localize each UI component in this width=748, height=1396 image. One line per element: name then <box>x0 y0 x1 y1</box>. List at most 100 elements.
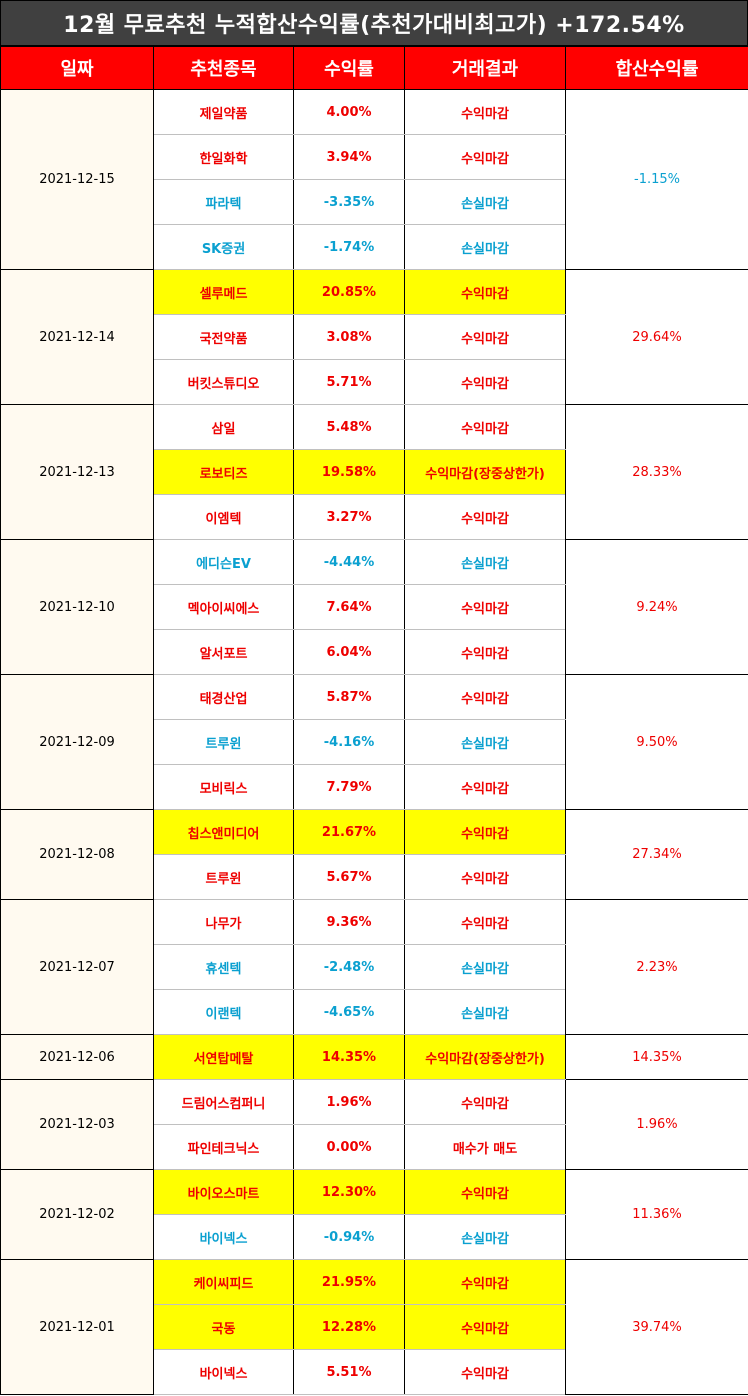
table-row: 로보티즈 19.58% 수익마감(장중상한가) <box>1 449 748 495</box>
result-cell: 손실마감 <box>404 539 566 585</box>
stock-cell: 칩스앤미디어 <box>153 809 294 855</box>
stock-cell: 로보티즈 <box>153 449 294 495</box>
return-cell: 5.71% <box>293 359 405 405</box>
result-cell: 수익마감 <box>404 854 566 900</box>
return-cell: 5.48% <box>293 404 405 450</box>
table-row: 파인테크닉스 0.00% 매수가 매도 <box>1 1124 748 1170</box>
result-cell: 수익마감 <box>404 1259 566 1305</box>
total-return-cell: 9.50% <box>565 674 748 810</box>
result-cell: 수익마감 <box>404 899 566 945</box>
stock-cell: 서연탑메탈 <box>153 1034 294 1080</box>
results-table: 일짜 추천종목 수익률 거래결과 합산수익률 2021-12-15 제일약품 4.0… <box>0 46 748 1395</box>
table-row: 2021-12-10 에디슨EV -4.44% 손실마감 9.24% <box>0 539 748 675</box>
result-cell: 손실마감 <box>404 1214 566 1260</box>
result-cell: 수익마감 <box>404 359 566 405</box>
return-cell: 5.87% <box>293 674 405 720</box>
return-cell: 20.85% <box>293 269 405 315</box>
return-cell: 9.36% <box>293 899 405 945</box>
results-body: 2021-12-15 제일약품 4.00% 수익마감 -1.15% 한일화학 3.94% 수익… <box>0 89 748 1395</box>
table-row: 이엠텍 3.27% 수익마감 <box>1 494 748 540</box>
result-cell: 매수가 매도 <box>404 1124 566 1170</box>
stock-cell: 모비릭스 <box>153 764 294 810</box>
stock-cell: 멕아이씨에스 <box>153 584 294 630</box>
table-row: 바이넥스 5.51% 수익마감 <box>1 1349 748 1395</box>
stock-cell: 트루윈 <box>153 854 294 900</box>
result-cell: 수익마감(장중상한가) <box>404 449 566 495</box>
stock-cell: 휴센텍 <box>153 944 294 990</box>
stock-cell: 드림어스컴퍼니 <box>153 1079 294 1125</box>
return-cell: 3.27% <box>293 494 405 540</box>
return-cell: -2.48% <box>293 944 405 990</box>
date-cell: 2021-12-09 <box>0 674 154 810</box>
table-row: 파라텍 -3.35% 손실마감 <box>1 179 748 225</box>
stock-cell: 파라텍 <box>153 179 294 225</box>
return-cell: 5.67% <box>293 854 405 900</box>
stock-cell: 케이씨피드 <box>153 1259 294 1305</box>
stock-cell: 에디슨EV <box>153 539 294 585</box>
result-cell: 수익마감 <box>404 134 566 180</box>
return-cell: 5.51% <box>293 1349 405 1395</box>
total-return-cell: 28.33% <box>565 404 748 540</box>
result-cell: 수익마감 <box>404 494 566 540</box>
table-row: 2021-12-09 태경산업 5.87% 수익마감 9.50% <box>0 674 748 810</box>
return-cell: 7.64% <box>293 584 405 630</box>
return-cell: 3.94% <box>293 134 405 180</box>
result-cell: 수익마감 <box>404 89 566 135</box>
stock-cell: 알서포트 <box>153 629 294 675</box>
stock-cell: 한일화학 <box>153 134 294 180</box>
return-cell: -4.65% <box>293 989 405 1035</box>
table-row: 2021-12-07 나무가 9.36% 수익마감 2.23% <box>0 899 748 1035</box>
return-cell: 21.67% <box>293 809 405 855</box>
table-row: 이랜텍 -4.65% 손실마감 <box>1 989 748 1035</box>
result-cell: 손실마감 <box>404 719 566 765</box>
result-cell: 수익마감 <box>404 1304 566 1350</box>
table-row: 한일화학 3.94% 수익마감 <box>1 134 748 180</box>
return-cell: 12.30% <box>293 1169 405 1215</box>
header-result: 거래결과 <box>404 46 566 90</box>
header-return: 수익률 <box>293 46 405 90</box>
header-row: 일짜 추천종목 수익률 거래결과 합산수익률 <box>0 46 748 90</box>
stock-cell: 바이넥스 <box>153 1214 294 1260</box>
result-cell: 수익마감 <box>404 1169 566 1215</box>
table-row: 2021-12-15 제일약품 4.00% 수익마감 -1.15% <box>0 89 748 270</box>
stock-cell: 버킷스튜디오 <box>153 359 294 405</box>
date-cell: 2021-12-03 <box>0 1079 154 1170</box>
table-row: 국동 12.28% 수익마감 <box>1 1304 748 1350</box>
return-cell: 3.08% <box>293 314 405 360</box>
stock-cell: 제일약품 <box>153 89 294 135</box>
result-cell: 수익마감 <box>404 629 566 675</box>
return-cell: 21.95% <box>293 1259 405 1305</box>
return-cell: -0.94% <box>293 1214 405 1260</box>
result-cell: 수익마감 <box>404 314 566 360</box>
stock-cell: 이랜텍 <box>153 989 294 1035</box>
return-cell: 0.00% <box>293 1124 405 1170</box>
date-cell: 2021-12-10 <box>0 539 154 675</box>
result-cell: 수익마감 <box>404 764 566 810</box>
date-cell: 2021-12-15 <box>0 89 154 270</box>
total-return-cell: 1.96% <box>565 1079 748 1170</box>
date-cell: 2021-12-13 <box>0 404 154 540</box>
stock-cell: 삼일 <box>153 404 294 450</box>
stock-cell: 파인테크닉스 <box>153 1124 294 1170</box>
result-cell: 손실마감 <box>404 224 566 270</box>
stock-cell: SK증권 <box>153 224 294 270</box>
result-cell: 손실마감 <box>404 989 566 1035</box>
stock-cell: 바이넥스 <box>153 1349 294 1395</box>
return-cell: 19.58% <box>293 449 405 495</box>
return-cell: 12.28% <box>293 1304 405 1350</box>
date-cell: 2021-12-08 <box>0 809 154 900</box>
table-row: 2021-12-13 삼일 5.48% 수익마감 28.33% <box>0 404 748 540</box>
total-return-cell: -1.15% <box>565 89 748 270</box>
stock-cell: 트루윈 <box>153 719 294 765</box>
stock-cell: 국전약품 <box>153 314 294 360</box>
table-row: 국전약품 3.08% 수익마감 <box>1 314 748 360</box>
stock-cell: 국동 <box>153 1304 294 1350</box>
result-cell: 수익마감 <box>404 584 566 630</box>
stock-cell: 바이오스마트 <box>153 1169 294 1215</box>
return-cell: 1.96% <box>293 1079 405 1125</box>
return-cell: 7.79% <box>293 764 405 810</box>
date-cell: 2021-12-01 <box>0 1259 154 1395</box>
table-row: 2021-12-02 바이오스마트 12.30% 수익마감 11.36% <box>0 1169 748 1260</box>
return-cell: 14.35% <box>293 1034 405 1080</box>
